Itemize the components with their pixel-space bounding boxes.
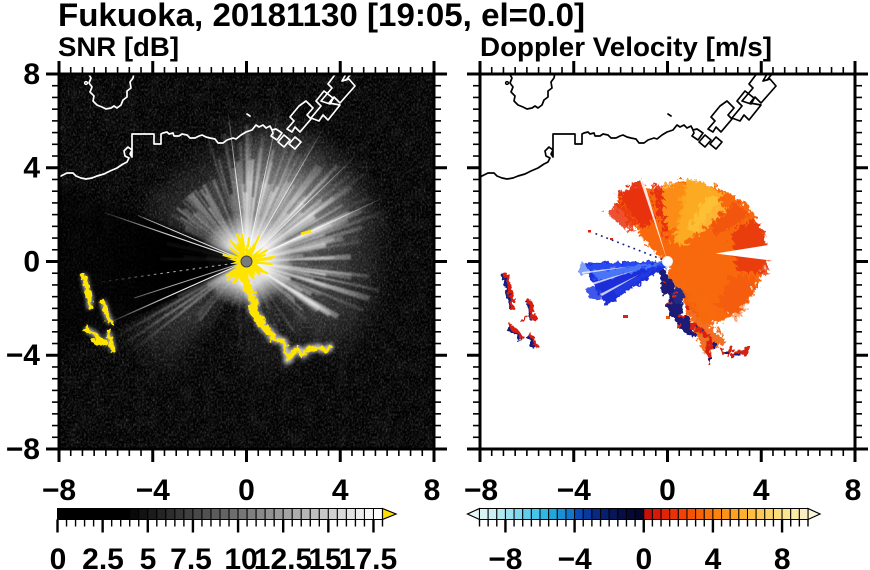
svg-text:17.5: 17.5 xyxy=(339,543,397,570)
svg-text:8: 8 xyxy=(774,543,791,570)
svg-text:−8: −8 xyxy=(6,433,40,466)
svg-text:15: 15 xyxy=(308,543,341,570)
svg-text:Fukuoka, 20181130 [19:05, el=0: Fukuoka, 20181130 [19:05, el=0.0] xyxy=(58,0,585,33)
svg-text:4: 4 xyxy=(753,474,770,507)
svg-text:Doppler Velocity [m/s]: Doppler Velocity [m/s] xyxy=(480,32,772,62)
svg-text:5: 5 xyxy=(140,543,157,570)
svg-text:0: 0 xyxy=(659,474,676,507)
svg-text:2.5: 2.5 xyxy=(82,543,124,570)
svg-text:0: 0 xyxy=(635,543,652,570)
svg-text:−4: −4 xyxy=(557,543,592,570)
svg-text:−8: −8 xyxy=(42,474,76,507)
svg-text:−8: −8 xyxy=(464,474,498,507)
svg-text:−4: −4 xyxy=(6,339,41,372)
svg-text:12.5: 12.5 xyxy=(254,543,312,570)
svg-text:−4: −4 xyxy=(557,474,592,507)
svg-text:4: 4 xyxy=(705,543,722,570)
svg-text:0: 0 xyxy=(238,474,255,507)
svg-text:SNR [dB]: SNR [dB] xyxy=(58,32,179,62)
svg-text:4: 4 xyxy=(332,474,349,507)
svg-text:10: 10 xyxy=(224,543,257,570)
svg-text:8: 8 xyxy=(845,474,862,507)
svg-text:0: 0 xyxy=(23,245,40,278)
svg-text:0: 0 xyxy=(50,543,67,570)
svg-text:−4: −4 xyxy=(136,474,171,507)
svg-text:−8: −8 xyxy=(488,543,522,570)
svg-text:4: 4 xyxy=(23,152,40,185)
svg-text:8: 8 xyxy=(23,58,40,91)
svg-text:7.5: 7.5 xyxy=(170,543,212,570)
svg-text:8: 8 xyxy=(424,474,441,507)
